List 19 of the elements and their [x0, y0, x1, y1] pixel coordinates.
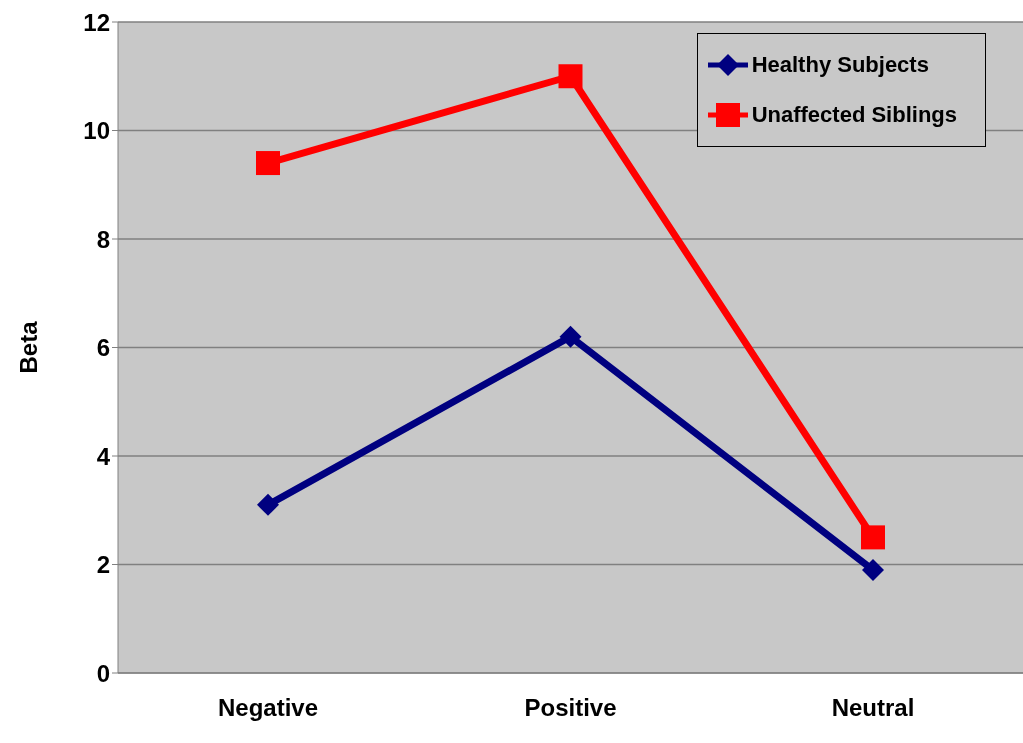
x-tick-label: Negative — [217, 694, 319, 722]
point — [256, 151, 280, 176]
y-tick-label: 4 — [96, 442, 111, 470]
y-axis-title: Beta — [14, 320, 42, 374]
y-tick-label: 8 — [96, 225, 110, 253]
point — [862, 558, 884, 581]
x-tick-label: Positive — [524, 694, 617, 722]
point — [558, 64, 583, 89]
legend-label: Healthy Subjects — [751, 52, 929, 78]
point — [559, 325, 582, 348]
legend-label: Unaffected Siblings — [751, 102, 957, 128]
y-tick-label: 0 — [96, 659, 110, 687]
x-tick-label: Neutral — [831, 694, 915, 722]
y-tick-label: 2 — [96, 551, 110, 579]
y-tick-label: 6 — [96, 334, 110, 362]
point — [861, 525, 885, 550]
y-tick-label: 12 — [83, 8, 110, 36]
y-tick-label: 10 — [83, 117, 110, 145]
point — [257, 493, 279, 516]
